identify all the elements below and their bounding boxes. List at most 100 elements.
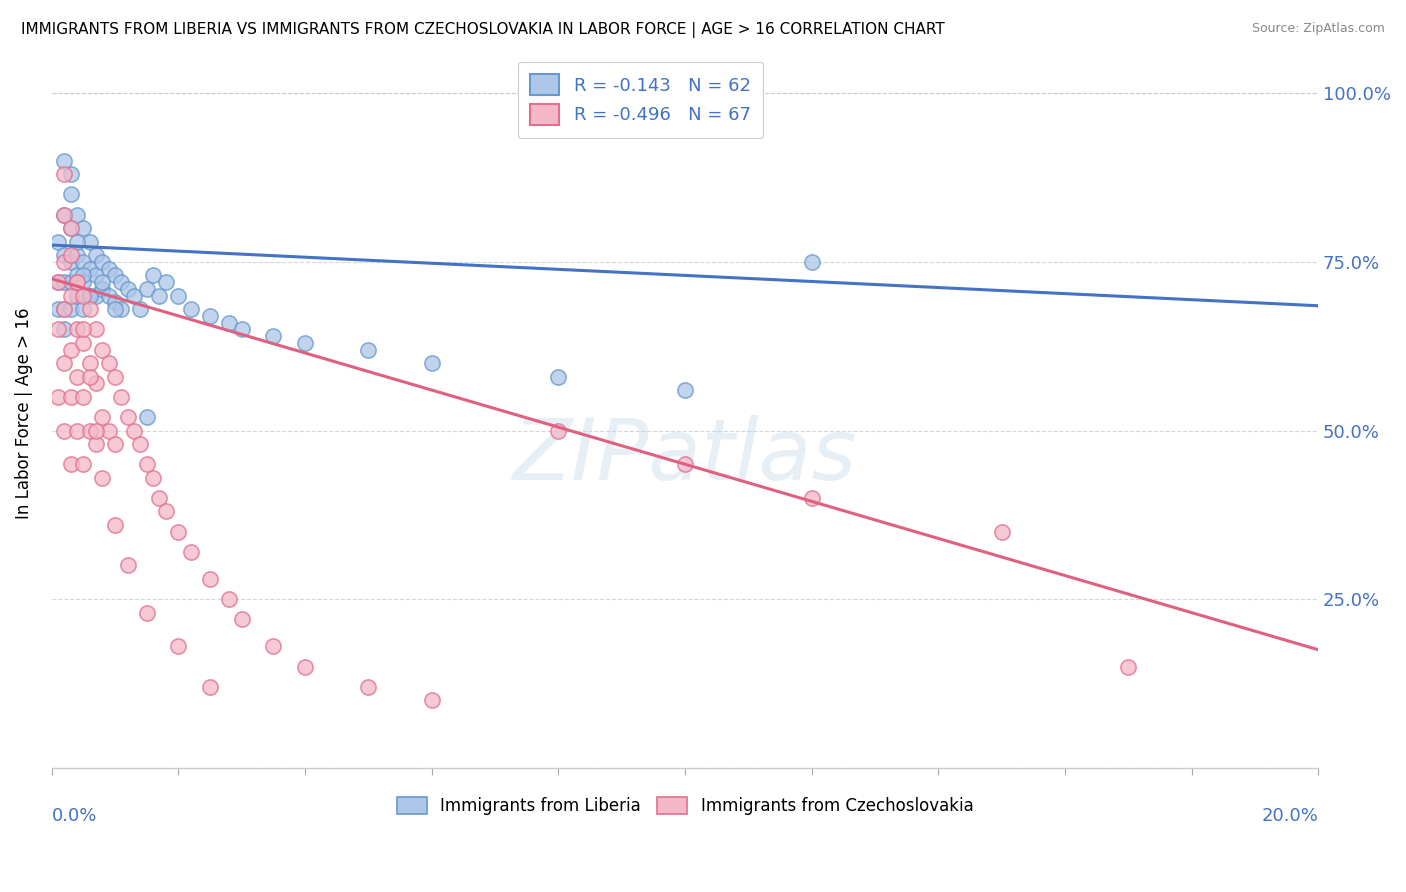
Point bbox=[66, 275, 89, 289]
Point bbox=[231, 612, 253, 626]
Point bbox=[294, 659, 316, 673]
Point bbox=[79, 288, 101, 302]
Point bbox=[547, 424, 569, 438]
Point bbox=[84, 288, 107, 302]
Point bbox=[262, 329, 284, 343]
Point bbox=[53, 248, 76, 262]
Point bbox=[84, 268, 107, 283]
Point bbox=[117, 558, 139, 573]
Point bbox=[167, 524, 190, 539]
Point bbox=[135, 457, 157, 471]
Point bbox=[104, 302, 127, 317]
Text: 0.0%: 0.0% bbox=[52, 806, 97, 824]
Point bbox=[84, 376, 107, 391]
Point bbox=[66, 369, 89, 384]
Point bbox=[97, 261, 120, 276]
Point bbox=[66, 248, 89, 262]
Point bbox=[53, 208, 76, 222]
Point bbox=[262, 640, 284, 654]
Point bbox=[46, 275, 69, 289]
Point bbox=[84, 424, 107, 438]
Point bbox=[420, 693, 443, 707]
Point bbox=[72, 322, 94, 336]
Point bbox=[79, 369, 101, 384]
Point bbox=[800, 491, 823, 505]
Point bbox=[46, 275, 69, 289]
Y-axis label: In Labor Force | Age > 16: In Labor Force | Age > 16 bbox=[15, 308, 32, 519]
Point bbox=[1116, 659, 1139, 673]
Point bbox=[104, 295, 127, 310]
Point bbox=[135, 606, 157, 620]
Point bbox=[180, 545, 202, 559]
Point bbox=[46, 390, 69, 404]
Point bbox=[59, 288, 82, 302]
Point bbox=[66, 322, 89, 336]
Point bbox=[148, 491, 170, 505]
Point bbox=[72, 275, 94, 289]
Point bbox=[59, 390, 82, 404]
Point bbox=[218, 592, 240, 607]
Point bbox=[59, 248, 82, 262]
Point bbox=[148, 288, 170, 302]
Point bbox=[167, 640, 190, 654]
Point bbox=[990, 524, 1012, 539]
Point bbox=[53, 356, 76, 370]
Point bbox=[72, 390, 94, 404]
Point bbox=[84, 322, 107, 336]
Point bbox=[53, 275, 76, 289]
Point bbox=[167, 288, 190, 302]
Point bbox=[79, 356, 101, 370]
Legend: Immigrants from Liberia, Immigrants from Czechoslovakia: Immigrants from Liberia, Immigrants from… bbox=[388, 789, 981, 823]
Point bbox=[110, 302, 132, 317]
Point bbox=[53, 322, 76, 336]
Point bbox=[547, 369, 569, 384]
Point bbox=[84, 437, 107, 451]
Text: ZIPatlas: ZIPatlas bbox=[513, 415, 858, 498]
Point bbox=[66, 208, 89, 222]
Point bbox=[122, 424, 145, 438]
Point bbox=[129, 437, 152, 451]
Point bbox=[91, 471, 114, 485]
Point bbox=[79, 288, 101, 302]
Point bbox=[218, 316, 240, 330]
Text: IMMIGRANTS FROM LIBERIA VS IMMIGRANTS FROM CZECHOSLOVAKIA IN LABOR FORCE | AGE >: IMMIGRANTS FROM LIBERIA VS IMMIGRANTS FR… bbox=[21, 22, 945, 38]
Point bbox=[79, 302, 101, 317]
Point bbox=[91, 282, 114, 296]
Point bbox=[59, 275, 82, 289]
Point bbox=[66, 424, 89, 438]
Point bbox=[59, 187, 82, 202]
Point bbox=[66, 275, 89, 289]
Point bbox=[59, 457, 82, 471]
Point bbox=[53, 255, 76, 269]
Point bbox=[142, 268, 165, 283]
Point bbox=[53, 302, 76, 317]
Point bbox=[72, 288, 94, 302]
Point bbox=[117, 282, 139, 296]
Point bbox=[66, 235, 89, 249]
Point bbox=[72, 302, 94, 317]
Text: 20.0%: 20.0% bbox=[1261, 806, 1319, 824]
Point bbox=[53, 208, 76, 222]
Point bbox=[59, 343, 82, 357]
Point bbox=[91, 255, 114, 269]
Point bbox=[91, 275, 114, 289]
Point bbox=[59, 302, 82, 317]
Point bbox=[97, 288, 120, 302]
Point bbox=[97, 356, 120, 370]
Point bbox=[46, 235, 69, 249]
Point bbox=[91, 410, 114, 425]
Point bbox=[72, 255, 94, 269]
Point bbox=[53, 302, 76, 317]
Point bbox=[79, 424, 101, 438]
Point bbox=[72, 335, 94, 350]
Point bbox=[117, 410, 139, 425]
Point bbox=[122, 288, 145, 302]
Point bbox=[53, 424, 76, 438]
Point bbox=[53, 167, 76, 181]
Point bbox=[104, 437, 127, 451]
Point bbox=[420, 356, 443, 370]
Point bbox=[231, 322, 253, 336]
Point bbox=[46, 322, 69, 336]
Point bbox=[135, 410, 157, 425]
Point bbox=[79, 261, 101, 276]
